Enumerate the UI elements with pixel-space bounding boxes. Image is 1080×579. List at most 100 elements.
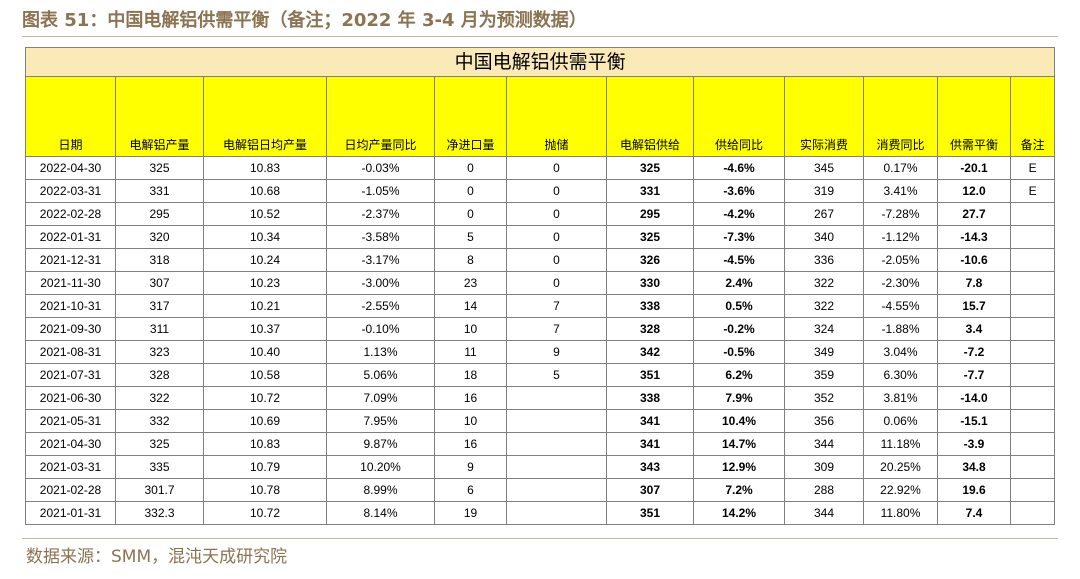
table-cell: 309 [784, 455, 864, 479]
table-cell: 2021-03-31 [25, 455, 116, 479]
table-cell: E [1009, 179, 1056, 203]
table-cell: 18 [434, 363, 507, 387]
table-cell: 2021-08-31 [25, 340, 116, 364]
table-cell: 10.20% [326, 455, 435, 479]
table-cell: 10.23 [203, 271, 327, 295]
col-header: 备注 [1009, 76, 1056, 157]
table-row: 2021-08-31 323 10.40 1.13% 11 9 342 -0.5% 349 3.0… [25, 340, 1056, 364]
table-row: 2022-02-28 295 10.52 -2.37% 0 0 295 -4.2% 267 -7.… [25, 202, 1056, 226]
source-note: 数据来源：SMM，混沌天成研究院 [26, 547, 288, 567]
table-cell: -15.1 [937, 409, 1011, 433]
table-cell: 14.7% [693, 432, 785, 456]
table-cell: 1.13% [326, 340, 435, 364]
table-cell: 2022-02-28 [25, 202, 116, 226]
table-cell: 341 [606, 432, 694, 456]
table-cell: 8.14% [326, 501, 435, 525]
table-cell: 2022-01-31 [25, 225, 116, 249]
table-cell: 0.06% [863, 409, 938, 433]
table-cell: 10.72 [203, 501, 327, 525]
table-cell: 14 [434, 294, 507, 318]
table-cell: -3.58% [326, 225, 435, 249]
table-cell: 343 [606, 455, 694, 479]
table-cell: 16 [434, 386, 507, 410]
table-cell: 12.0 [937, 179, 1011, 203]
table-cell: 342 [606, 340, 694, 364]
table-cell: -0.10% [326, 317, 435, 341]
table-cell: 6 [434, 478, 507, 502]
table-cell: 345 [784, 156, 864, 180]
table-cell: 34.8 [937, 455, 1011, 479]
table-cell: 10.21 [203, 294, 327, 318]
table-cell: 14.2% [693, 501, 785, 525]
table-cell: 341 [606, 409, 694, 433]
table-cell: 322 [784, 294, 864, 318]
header-row: 日期 电解铝产量 电解铝日均产量 日均产量同比 净进口量 抛储 电解铝供给 供给… [25, 76, 1056, 157]
table-cell: 12.9% [693, 455, 785, 479]
table-cell: 7.9% [693, 386, 785, 410]
table-cell [506, 455, 607, 479]
table-cell: 2021-07-31 [25, 363, 116, 387]
table-cell: 352 [784, 386, 864, 410]
table-cell: 10.4% [693, 409, 785, 433]
table-cell: 2021-12-31 [25, 248, 116, 272]
table-row: 2021-09-30 311 10.37 -0.10% 10 7 328 -0.2% 324 -1… [25, 317, 1056, 341]
table-cell: -7.28% [863, 202, 938, 226]
table-cell: -3.6% [693, 179, 785, 203]
table-cell: 0 [506, 179, 607, 203]
table-cell: 359 [784, 363, 864, 387]
table-cell [506, 501, 607, 525]
table-cell: 10.37 [203, 317, 327, 341]
table-cell: 349 [784, 340, 864, 364]
table-cell: -4.6% [693, 156, 785, 180]
col-header: 电解铝日均产量 [203, 76, 327, 157]
table-cell: 307 [606, 478, 694, 502]
table-cell: 9 [434, 455, 507, 479]
table-cell: 344 [784, 432, 864, 456]
table-cell: 0 [434, 156, 507, 180]
table-row: 2021-12-31 318 10.24 -3.17% 8 0 326 -4.5% 336 -2.… [25, 248, 1056, 272]
table-cell: 27.7 [937, 202, 1011, 226]
table-cell: 295 [115, 202, 204, 226]
table-cell: 0 [506, 202, 607, 226]
table-cell: 311 [115, 317, 204, 341]
table-cell [1009, 386, 1056, 410]
table-cell [1009, 363, 1056, 387]
table-cell: -7.2 [937, 340, 1011, 364]
table-cell: -2.30% [863, 271, 938, 295]
table-row: 2022-04-30 325 10.83 -0.03% 0 0 325 -4.6% 345 0.1… [25, 156, 1056, 180]
table-cell: -2.05% [863, 248, 938, 272]
table-cell: 15.7 [937, 294, 1011, 318]
table-cell [1009, 478, 1056, 502]
table-cell: 351 [606, 363, 694, 387]
table-cell: 2022-04-30 [25, 156, 116, 180]
table-cell: 10 [434, 317, 507, 341]
table-cell [1009, 432, 1056, 456]
table-cell: 325 [606, 225, 694, 249]
table-cell: 11.80% [863, 501, 938, 525]
table-cell: 325 [115, 156, 204, 180]
table-cell: -1.88% [863, 317, 938, 341]
table-cell: 10.78 [203, 478, 327, 502]
table-cell [1009, 248, 1056, 272]
table-cell: 330 [606, 271, 694, 295]
table-title-row: 中国电解铝供需平衡 [24, 47, 1056, 77]
table-cell: 2021-09-30 [25, 317, 116, 341]
table-cell: 322 [115, 386, 204, 410]
table-cell: 3.81% [863, 386, 938, 410]
table-row: 2021-07-31 328 10.58 5.06% 18 5 351 6.2% 359 6.30… [25, 363, 1056, 387]
table-cell: E [1009, 156, 1056, 180]
table-row: 2021-11-30 307 10.23 -3.00% 23 0 330 2.4% 322 -2.… [25, 271, 1056, 295]
table-cell: 319 [784, 179, 864, 203]
table-cell: -14.0 [937, 386, 1011, 410]
table-cell: 10.52 [203, 202, 327, 226]
table-cell: 10.69 [203, 409, 327, 433]
table-cell [1009, 409, 1056, 433]
table-cell: -1.12% [863, 225, 938, 249]
table-cell: -3.00% [326, 271, 435, 295]
table-cell: 2022-03-31 [25, 179, 116, 203]
col-header: 抛储 [506, 76, 607, 157]
table-cell: -2.55% [326, 294, 435, 318]
table-cell: 338 [606, 386, 694, 410]
table-cell: 10.58 [203, 363, 327, 387]
table-cell: -7.3% [693, 225, 785, 249]
